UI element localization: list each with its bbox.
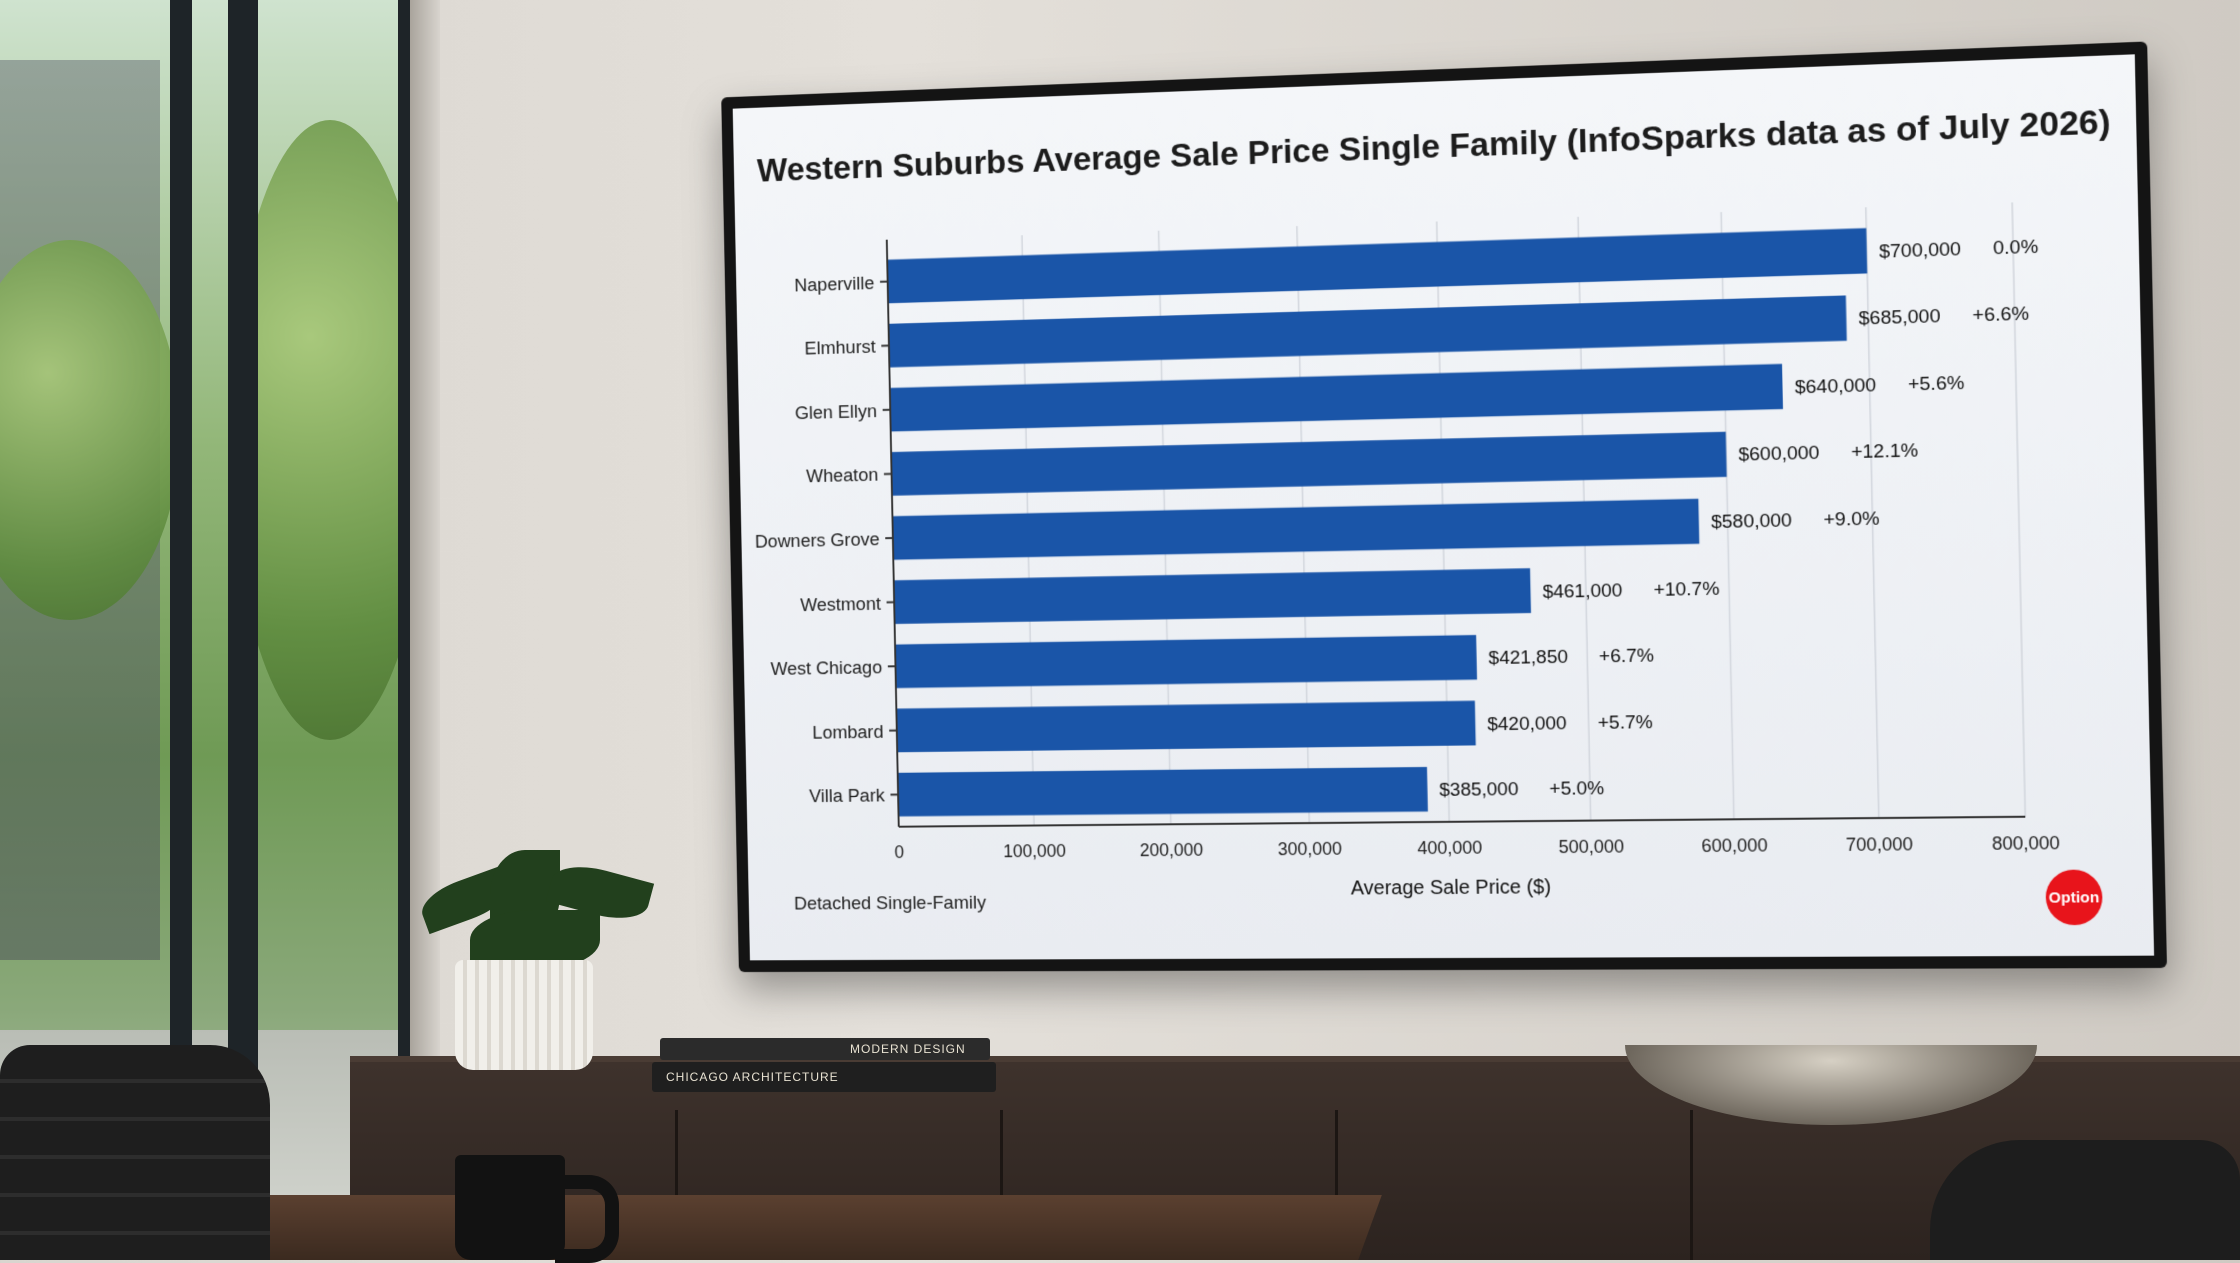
x-tick-label: 500,000	[1558, 836, 1624, 857]
change-label: +5.7%	[1598, 710, 1653, 732]
book: MODERN DESIGN	[660, 1038, 990, 1060]
category-label: Naperville	[794, 272, 874, 295]
category-label: Westmont	[800, 592, 882, 614]
x-tick-label: 300,000	[1278, 838, 1343, 859]
gridline	[2012, 202, 2025, 816]
value-label: $580,000	[1711, 509, 1792, 532]
value-label: $420,000	[1487, 712, 1567, 734]
brand-logo: Option	[2045, 869, 2103, 925]
x-axis-line	[899, 817, 2026, 827]
bar	[897, 701, 1476, 753]
plant-pot	[455, 960, 593, 1070]
change-label: +9.0%	[1823, 507, 1879, 530]
bar-chart: 0 100,000 200,000 300,000 400,000 500,000 600,…	[733, 54, 2154, 960]
bar	[896, 635, 1477, 688]
x-tick-label: 200,000	[1140, 840, 1204, 861]
category-label: Villa Park	[809, 785, 886, 807]
bar	[895, 568, 1531, 624]
change-label: 0.0%	[1993, 235, 2039, 258]
chart-footnote: Detached Single-Family	[794, 893, 986, 916]
change-label: +5.0%	[1549, 777, 1604, 799]
change-label: +6.7%	[1599, 644, 1654, 666]
category-label: Elmhurst	[804, 336, 876, 359]
credenza-drawer-line	[1690, 1110, 1693, 1260]
x-tick-label: 600,000	[1701, 835, 1768, 856]
value-label: $421,850	[1488, 646, 1568, 669]
value-label: $385,000	[1439, 778, 1519, 800]
category-label: Glen Ellyn	[795, 400, 877, 423]
change-label: +10.7%	[1653, 577, 1719, 600]
bar	[899, 767, 1428, 816]
book: CHICAGO ARCHITECTURE	[652, 1062, 996, 1092]
x-tick-label: 0	[894, 842, 904, 862]
bar	[892, 432, 1727, 496]
value-label: $461,000	[1542, 579, 1622, 602]
mug-handle	[555, 1175, 619, 1263]
value-label: $685,000	[1858, 305, 1940, 329]
category-label: Wheaton	[806, 464, 878, 487]
category-label: Downers Grove	[755, 528, 880, 551]
change-label: +12.1%	[1851, 439, 1918, 462]
x-tick-label: 100,000	[1003, 841, 1066, 862]
coffee-mug	[455, 1155, 565, 1260]
conference-table	[108, 1195, 1382, 1260]
x-axis-title: Average Sale Price ($)	[1351, 876, 1552, 900]
x-tick-label: 700,000	[1846, 834, 1914, 855]
change-label: +5.6%	[1908, 371, 1965, 394]
x-tick-label: 400,000	[1417, 837, 1482, 858]
book-stack: MODERN DESIGN CHICAGO ARCHITECTURE	[652, 1038, 996, 1096]
category-label: West Chicago	[770, 656, 882, 679]
x-tick-label: 800,000	[1992, 833, 2060, 854]
bar	[888, 228, 1867, 303]
value-label: $700,000	[1879, 237, 1961, 261]
book-spine-text: CHICAGO ARCHITECTURE	[666, 1070, 839, 1084]
bar	[889, 295, 1846, 367]
tv-display: Western Suburbs Average Sale Price Singl…	[721, 41, 2167, 972]
office-chair	[0, 1045, 270, 1260]
value-label: $600,000	[1738, 442, 1819, 466]
office-chair	[1930, 1140, 2240, 1260]
change-label: +6.6%	[1972, 302, 2029, 325]
book-spine-text: MODERN DESIGN	[850, 1042, 966, 1056]
tv-screen: Western Suburbs Average Sale Price Singl…	[733, 54, 2154, 960]
category-label: Lombard	[812, 721, 883, 743]
value-label: $640,000	[1795, 374, 1877, 398]
bar	[893, 499, 1699, 560]
